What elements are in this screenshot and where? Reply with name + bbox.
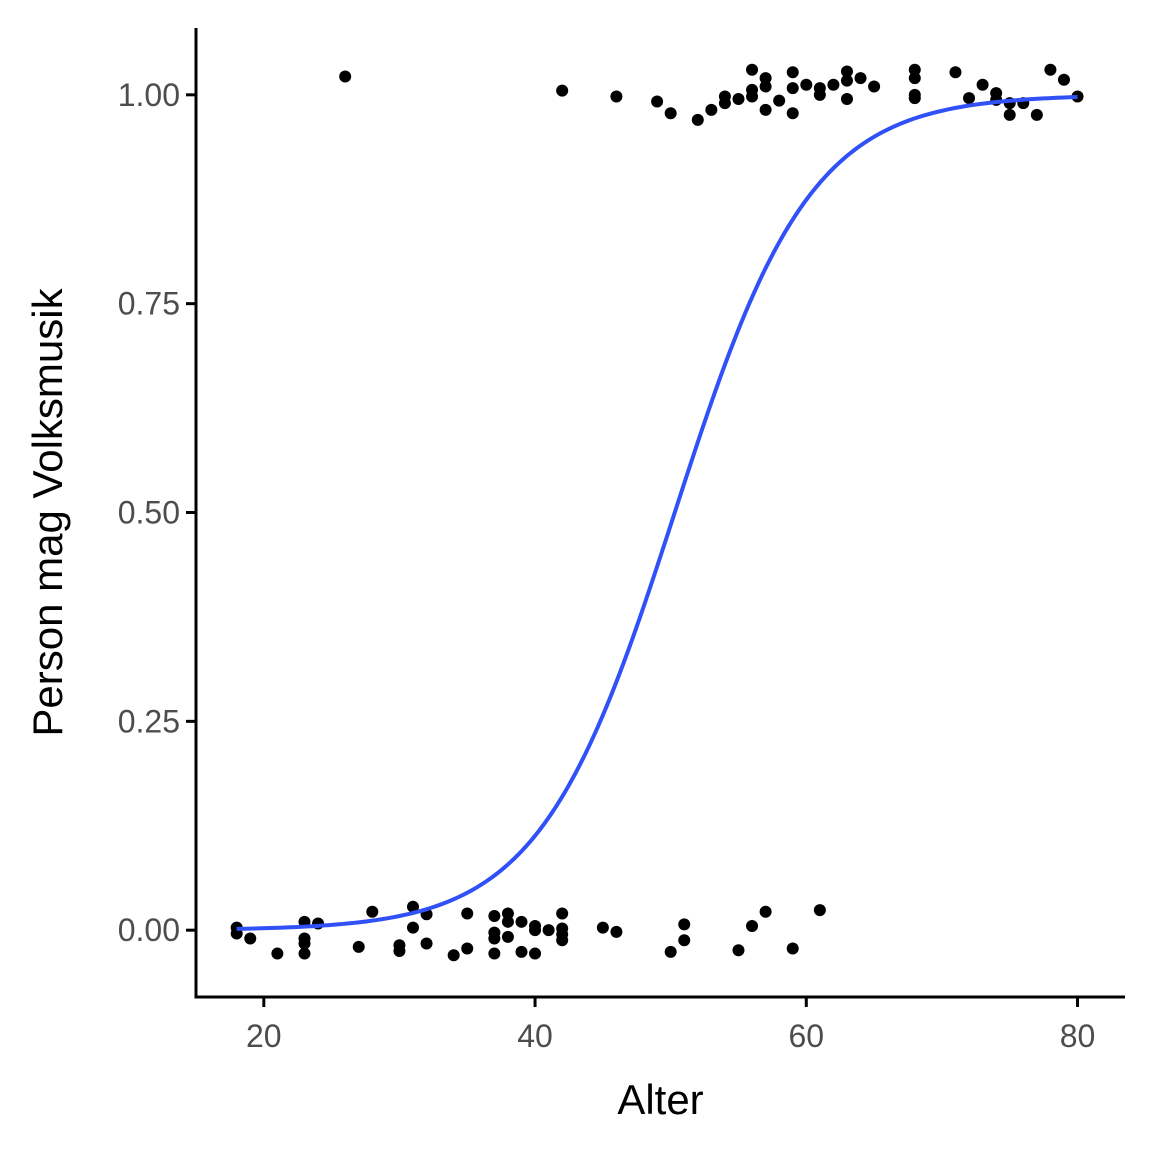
data-point <box>759 72 772 85</box>
data-point <box>840 65 853 78</box>
data-point <box>501 907 514 920</box>
data-point <box>556 84 569 97</box>
data-point <box>746 63 759 76</box>
data-point <box>908 63 921 76</box>
data-point <box>813 88 826 101</box>
data-point <box>976 78 989 91</box>
data-point <box>339 70 352 83</box>
data-point <box>664 945 677 958</box>
data-point <box>705 103 718 116</box>
data-point <box>1003 108 1016 121</box>
data-point <box>488 932 501 945</box>
data-point <box>678 934 691 947</box>
data-point <box>746 919 759 932</box>
data-point <box>963 92 976 105</box>
data-point <box>352 940 365 953</box>
data-point <box>908 72 921 85</box>
data-point <box>556 907 569 920</box>
data-point <box>827 78 840 91</box>
x-tick-label: 20 <box>246 1018 282 1054</box>
y-tick-label: 1.00 <box>118 77 180 113</box>
data-point <box>868 80 881 93</box>
x-tick-label: 80 <box>1060 1018 1096 1054</box>
x-axis-title: Alter <box>617 1076 703 1123</box>
data-point <box>908 92 921 105</box>
data-point <box>501 930 514 943</box>
x-tick-label: 60 <box>788 1018 824 1054</box>
y-axis-ticks: 0.00 0.25 0.50 0.75 1.00 <box>118 77 196 948</box>
data-point <box>271 947 284 960</box>
data-point <box>786 107 799 120</box>
data-point <box>529 947 542 960</box>
data-point <box>651 95 664 108</box>
data-point <box>515 945 528 958</box>
data-point <box>786 942 799 955</box>
data-point <box>1044 63 1057 76</box>
data-point <box>800 78 813 91</box>
logistic-fit-curve <box>236 95 1078 931</box>
data-point <box>298 947 311 960</box>
y-tick-label: 0.00 <box>118 912 180 948</box>
data-point <box>610 925 623 938</box>
data-point <box>1057 73 1070 86</box>
data-point <box>447 949 460 962</box>
data-point <box>488 947 501 960</box>
y-tick-label: 0.75 <box>118 286 180 322</box>
data-point <box>691 113 704 126</box>
data-point <box>488 909 501 922</box>
data-point <box>759 905 772 918</box>
data-point <box>610 90 623 103</box>
data-point <box>664 107 677 120</box>
data-point <box>759 103 772 116</box>
data-point <box>854 72 867 85</box>
data-point <box>732 944 745 957</box>
data-point <box>813 904 826 917</box>
data-point <box>759 80 772 93</box>
data-point <box>840 93 853 106</box>
data-point <box>393 945 406 958</box>
data-point <box>556 934 569 947</box>
x-axis-ticks: 20 40 60 80 <box>246 997 1095 1054</box>
data-point <box>746 90 759 103</box>
data-point <box>461 907 474 920</box>
data-point <box>406 921 419 934</box>
data-point <box>840 74 853 87</box>
y-axis-title: Person mag Volksmusik <box>24 287 71 736</box>
points-layer <box>230 63 1084 962</box>
data-point <box>718 97 731 110</box>
data-point <box>420 937 433 950</box>
x-tick-label: 40 <box>517 1018 553 1054</box>
data-point <box>515 915 528 928</box>
data-point <box>529 924 542 937</box>
data-point <box>678 918 691 931</box>
data-point <box>596 921 609 934</box>
y-tick-label: 0.25 <box>118 703 180 739</box>
data-point <box>732 93 745 106</box>
data-point <box>1071 90 1084 103</box>
data-point <box>1030 108 1043 121</box>
data-point <box>542 924 555 937</box>
data-point <box>244 932 257 945</box>
data-point <box>366 905 379 918</box>
data-point <box>461 942 474 955</box>
data-point <box>406 900 419 913</box>
data-point <box>501 915 514 928</box>
data-point <box>786 82 799 95</box>
data-point <box>949 66 962 79</box>
data-point <box>786 66 799 79</box>
y-tick-label: 0.50 <box>118 495 180 531</box>
data-point <box>773 94 786 107</box>
data-point <box>298 937 311 950</box>
